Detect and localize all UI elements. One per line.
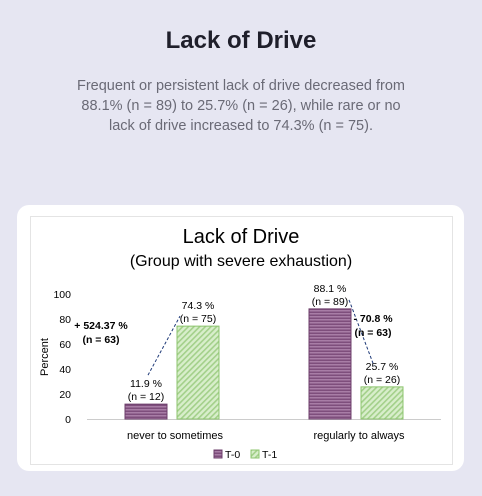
y-tick-label: 0 bbox=[65, 414, 71, 426]
legend-label: T-0 bbox=[225, 449, 240, 461]
change-n-label: (n = 63) bbox=[82, 334, 119, 346]
y-tick-label: 40 bbox=[59, 364, 71, 376]
y-tick-label: 80 bbox=[59, 314, 71, 326]
data-label: 74.3 % bbox=[182, 300, 215, 312]
y-tick-label: 60 bbox=[59, 339, 71, 351]
bar-t-1-1 bbox=[360, 386, 404, 420]
y-axis-label: Percent bbox=[39, 338, 51, 376]
data-n-label: (n = 26) bbox=[364, 374, 400, 386]
x-category-label: never to sometimes bbox=[127, 430, 223, 442]
legend-swatch-t-1 bbox=[250, 449, 260, 459]
change-label: - 70.8 % bbox=[353, 313, 393, 325]
x-category-label: regularly to always bbox=[313, 430, 405, 442]
change-n-label: (n = 63) bbox=[354, 327, 391, 339]
data-label: 25.7 % bbox=[366, 361, 399, 373]
change-connector bbox=[147, 315, 181, 376]
legend-label: T-1 bbox=[262, 449, 277, 461]
data-n-label: (n = 89) bbox=[312, 296, 348, 308]
change-label: + 524.37 % bbox=[74, 320, 128, 332]
chart-subtitle: (Group with severe exhaustion) bbox=[130, 253, 352, 270]
change-connector bbox=[348, 299, 375, 367]
bar-t-1-0 bbox=[176, 325, 220, 420]
data-n-label: (n = 12) bbox=[128, 391, 164, 403]
chart-svg: Lack of Drive (Group with severe exhausti… bbox=[39, 226, 441, 461]
y-tick-label: 20 bbox=[59, 389, 71, 401]
data-n-label: (n = 75) bbox=[180, 313, 216, 325]
bar-t-0-1 bbox=[308, 308, 352, 420]
chart-card: Lack of Drive (Group with severe exhausti… bbox=[17, 205, 464, 471]
page-title: Lack of Drive bbox=[165, 27, 317, 54]
page-description: Frequent or persistent lack of drive dec… bbox=[76, 78, 405, 134]
legend-swatch-t-0 bbox=[213, 449, 223, 459]
bar-t-0-0 bbox=[124, 403, 168, 420]
chart-title: Lack of Drive bbox=[183, 226, 300, 248]
chart-frame: Lack of Drive (Group with severe exhausti… bbox=[30, 216, 453, 465]
data-label: 88.1 % bbox=[314, 283, 347, 295]
data-label: 11.9 % bbox=[130, 378, 162, 390]
y-tick-label: 100 bbox=[53, 289, 71, 301]
